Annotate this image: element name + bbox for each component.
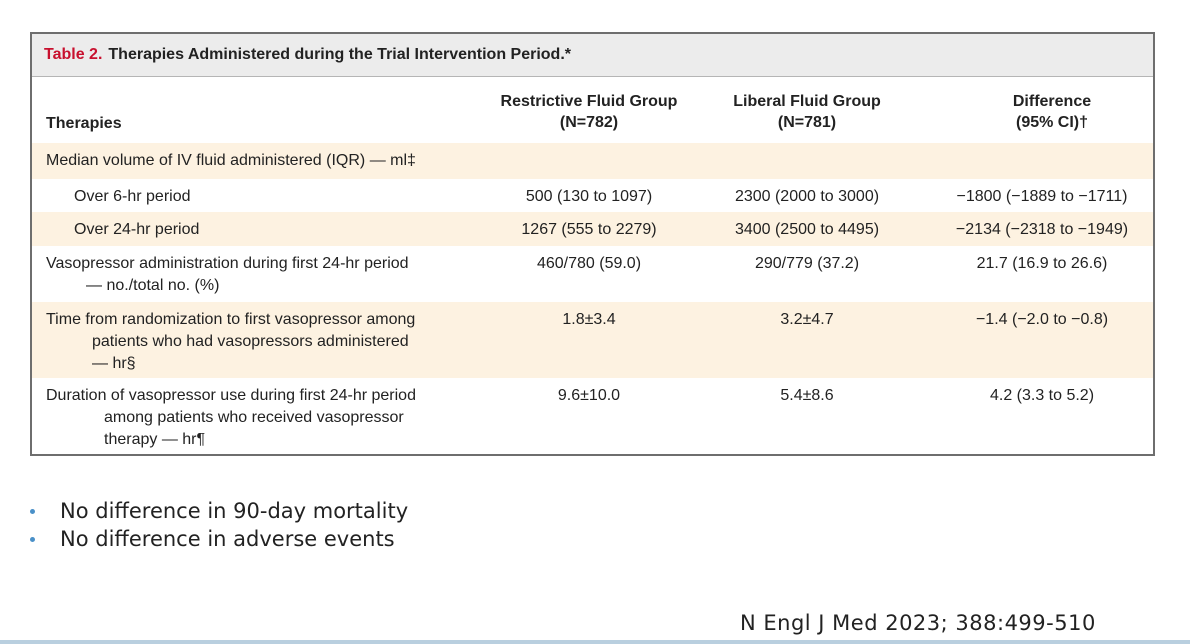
cell-difference: 4.2 (3.3 to 5.2) xyxy=(989,387,1095,404)
row-label: Time from randomization to first vasopre… xyxy=(46,311,416,372)
cell-liberal: 2300 (2000 to 3000) xyxy=(734,188,880,205)
cell-liberal: 3.2±4.7 xyxy=(780,311,834,328)
row-label: Median volume of IV fluid administered (… xyxy=(46,152,416,169)
cell-restrictive: 500 (130 to 1097) xyxy=(525,188,653,205)
bullet-item: No difference in adverse events xyxy=(30,525,408,553)
header-restrictive: Restrictive Fluid Group (N=782) xyxy=(500,93,678,131)
cell-restrictive: 1.8±3.4 xyxy=(562,311,616,328)
header-therapies: Therapies xyxy=(46,115,122,132)
cell-difference: 21.7 (16.9 to 26.6) xyxy=(976,255,1108,272)
table-caption: Table 2. Therapies Administered during t… xyxy=(32,34,1153,77)
cell-restrictive: 1267 (555 to 2279) xyxy=(521,221,657,238)
slide-bottom-bar xyxy=(0,640,1190,644)
cell-difference: −2134 (−2318 to −1949) xyxy=(955,221,1129,238)
row-label: Over 6-hr period xyxy=(74,188,191,205)
table-row: Over 6-hr period 500 (130 to 1097) 2300 … xyxy=(32,179,1153,212)
cell-liberal: 3400 (2500 to 4495) xyxy=(734,221,880,238)
row-label: Duration of vasopressor use during first… xyxy=(46,387,416,448)
cell-restrictive: 460/780 (59.0) xyxy=(536,255,642,272)
bullet-dot-icon xyxy=(30,509,35,514)
table-title: Therapies Administered during the Trial … xyxy=(108,46,571,63)
cell-difference: −1800 (−1889 to −1711) xyxy=(956,188,1128,205)
bullet-dot-icon xyxy=(30,537,35,542)
table-row: Vasopressor administration during first … xyxy=(32,246,1153,302)
data-table: Table 2. Therapies Administered during t… xyxy=(30,32,1155,456)
row-label: Vasopressor administration during first … xyxy=(46,255,409,294)
table-row: Over 24-hr period 1267 (555 to 2279) 340… xyxy=(32,212,1153,246)
cell-liberal: 5.4±8.6 xyxy=(780,387,834,404)
citation: N Engl J Med 2023; 388:499-510 xyxy=(740,611,1096,635)
bullet-item: No difference in 90-day mortality xyxy=(30,497,408,525)
table-row: Time from randomization to first vasopre… xyxy=(32,302,1153,378)
row-label: Over 24-hr period xyxy=(74,221,200,238)
table-row: Duration of vasopressor use during first… xyxy=(32,378,1153,454)
header-liberal: Liberal Fluid Group (N=781) xyxy=(733,93,881,131)
cell-liberal: 290/779 (37.2) xyxy=(754,255,860,272)
table-row: Median volume of IV fluid administered (… xyxy=(32,143,1153,179)
bullet-list: No difference in 90-day mortality No dif… xyxy=(30,497,408,553)
header-difference: Difference (95% CI)† xyxy=(1012,93,1092,131)
cell-restrictive: 9.6±10.0 xyxy=(557,387,621,404)
cell-difference: −1.4 (−2.0 to −0.8) xyxy=(975,311,1109,328)
table-number: Table 2. xyxy=(44,46,103,63)
